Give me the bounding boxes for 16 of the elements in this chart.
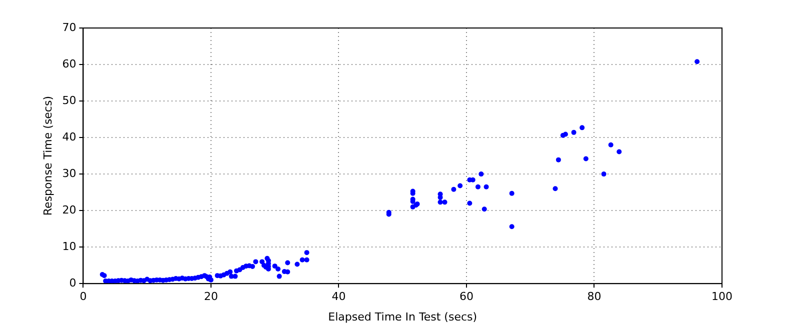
y-tick-label: 40 <box>62 130 76 144</box>
y-tick-label: 30 <box>62 166 76 180</box>
y-tick-label: 70 <box>62 20 76 34</box>
x-axis-title: Elapsed Time In Test (secs) <box>328 310 478 324</box>
x-tick-label: 20 <box>204 290 218 304</box>
y-tick-label: 0 <box>69 276 76 290</box>
y-tick-label: 50 <box>62 94 76 107</box>
x-tick-label: 40 <box>332 290 346 304</box>
y-tick-label: 10 <box>62 240 76 253</box>
y-tick-label: 20 <box>62 203 76 216</box>
y-axis-title: Response Time (secs) <box>41 96 54 216</box>
x-tick-label: 100 <box>712 290 732 304</box>
y-tick-label: 60 <box>62 57 76 70</box>
x-tick-label: 80 <box>587 290 602 304</box>
x-tick-label: 60 <box>459 290 474 304</box>
x-tick-label: 0 <box>80 290 87 304</box>
